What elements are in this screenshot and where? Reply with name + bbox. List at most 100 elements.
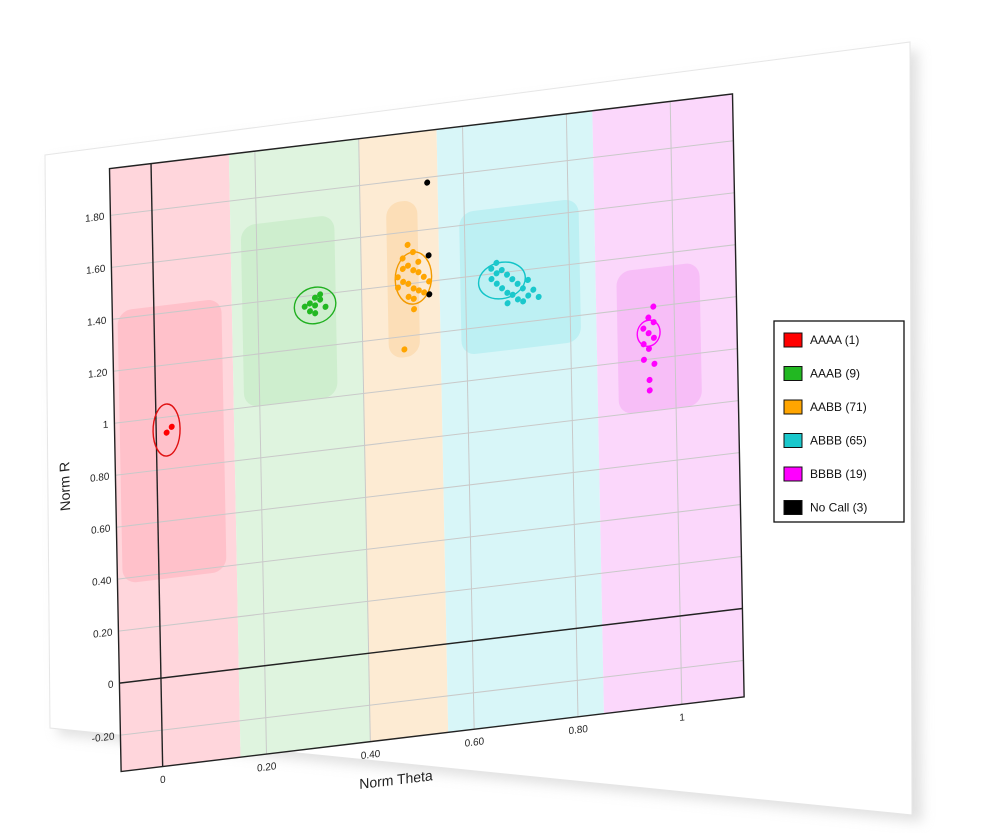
data-point-s1-3 <box>306 308 313 315</box>
x-tick-label-3: 0.60 <box>465 736 485 749</box>
data-point-s3-7 <box>525 292 532 299</box>
data-point-s2-6 <box>405 280 412 287</box>
y-tick-label-4: 0.60 <box>91 523 111 536</box>
data-point-s2-11 <box>410 295 417 302</box>
plot-area <box>109 93 745 772</box>
data-point-s0-0 <box>163 429 170 436</box>
data-point-s2-8 <box>415 287 422 294</box>
data-point-s3-15 <box>535 293 542 300</box>
data-point-s4-3 <box>640 341 647 348</box>
x-tick-label-2: 0.40 <box>361 749 381 762</box>
data-point-s4-7 <box>640 356 647 363</box>
data-point-s0-1 <box>168 423 175 430</box>
plot-frame <box>108 93 745 773</box>
data-point-s1-2 <box>317 296 324 303</box>
data-point-s4-9 <box>646 376 653 384</box>
data-point-s2-15 <box>409 248 416 256</box>
legend-swatch-1 <box>783 366 803 381</box>
data-point-s5-1 <box>425 252 432 259</box>
data-point-s4-10 <box>650 303 657 310</box>
y-gridline-0 <box>120 659 744 736</box>
y-gridline-6 <box>114 348 738 424</box>
legend-label-4: BBBB (19) <box>810 467 867 481</box>
data-point-s2-5 <box>400 278 407 285</box>
data-point-s3-6 <box>519 285 526 292</box>
legend-swatch-3 <box>783 433 803 448</box>
data-point-s4-4 <box>645 345 652 352</box>
legend-swatch-2 <box>783 399 803 415</box>
boxes-layer <box>117 199 702 583</box>
data-point-s2-17 <box>395 284 401 291</box>
y-tick-label-7: 1.20 <box>88 367 108 380</box>
x-tick-label-5: 1 <box>679 712 685 724</box>
data-point-s2-12 <box>399 265 406 272</box>
zero-axes-layer <box>119 163 743 767</box>
data-point-s2-0 <box>399 255 406 262</box>
x-tick-label-0: 0 <box>160 774 166 786</box>
cluster-region-0 <box>117 300 227 583</box>
x-gridline-1 <box>254 151 267 755</box>
data-point-s3-11 <box>509 291 516 298</box>
y-gridline-3 <box>117 504 741 580</box>
theta-band-2 <box>358 129 449 742</box>
data-point-s4-2 <box>650 334 657 341</box>
data-point-s3-16 <box>488 265 495 272</box>
y-gridline-7 <box>113 296 737 372</box>
data-point-s2-4 <box>394 274 401 281</box>
x-tick-label-4: 0.80 <box>568 724 588 737</box>
y-tick-label-3: 0.40 <box>92 575 112 588</box>
legend: AAAA (1) AAAB (9) AABB (71) ABBB (65) BBBB (… <box>773 320 905 523</box>
data-point-s2-3 <box>415 269 422 276</box>
data-point-s1-6 <box>301 303 308 310</box>
cluster-ellipse-1 <box>293 286 337 325</box>
chart-skewed-group: 0 0.20 0.40 0.60 0.80 1 -0.20 0 0.20 0.40 0.60 0.8… <box>57 93 745 793</box>
data-point-s4-8 <box>651 360 658 367</box>
x-axis-title: Norm Theta <box>359 768 433 793</box>
cluster-ellipse-0 <box>152 403 181 457</box>
data-point-s1-1 <box>311 294 318 301</box>
data-point-s1-4 <box>312 310 319 317</box>
cluster-region-1 <box>240 216 338 407</box>
ellipses-layer <box>152 251 661 457</box>
data-point-s4-6 <box>645 314 652 321</box>
y-axis-title: Norm R <box>57 461 74 512</box>
data-point-s3-19 <box>504 300 511 307</box>
x-gridline-3 <box>462 126 475 730</box>
legend-swatch-4 <box>783 466 803 482</box>
legend-frame <box>773 320 905 523</box>
data-point-s3-8 <box>493 280 500 287</box>
data-point-s5-2 <box>426 291 433 298</box>
data-point-s4-11 <box>646 387 653 394</box>
data-point-s3-17 <box>493 259 500 266</box>
legend-items: AAAA (1) AAAB (9) AABB (71) ABBB (65) BBBB (… <box>783 332 867 515</box>
data-point-s1-5 <box>322 303 329 310</box>
y-tick-label-10: 1.80 <box>85 212 105 225</box>
data-point-s4-0 <box>640 325 647 332</box>
data-point-s3-14 <box>530 286 537 293</box>
x-gridline-5 <box>669 101 683 705</box>
data-point-s1-8 <box>312 302 319 309</box>
data-point-s2-13 <box>420 273 427 280</box>
legend-swatch-5 <box>783 500 803 515</box>
data-point-s2-10 <box>405 293 412 300</box>
theta-band-3 <box>436 110 604 733</box>
data-point-s3-1 <box>493 270 500 277</box>
data-point-s3-13 <box>520 298 527 305</box>
data-point-s2-18 <box>426 278 433 285</box>
data-point-s2-2 <box>410 267 417 274</box>
data-point-s2-9 <box>421 289 428 296</box>
data-point-s1-7 <box>317 291 324 298</box>
y-tick-label-5: 0.80 <box>90 471 110 484</box>
cluster-region-3 <box>459 199 581 355</box>
data-point-s2-14 <box>415 258 422 265</box>
y-gridline-5 <box>115 400 739 476</box>
x-zero-axis <box>119 607 743 684</box>
data-point-s1-0 <box>306 300 313 307</box>
x-gridline-2 <box>358 138 371 742</box>
data-point-s4-5 <box>650 319 657 326</box>
points-layer <box>163 179 658 436</box>
data-point-s3-9 <box>499 285 506 292</box>
data-point-s5-0 <box>424 179 431 186</box>
